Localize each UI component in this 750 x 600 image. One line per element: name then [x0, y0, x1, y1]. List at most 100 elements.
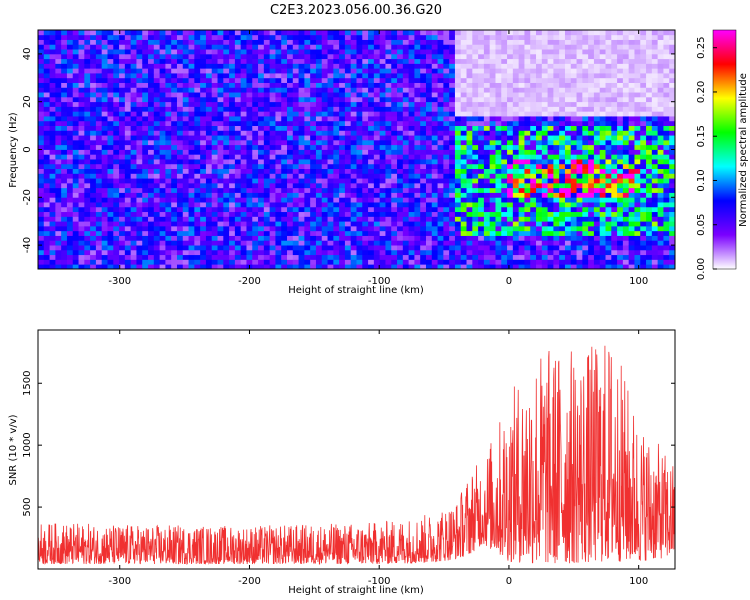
spectrogram-cell	[246, 39, 253, 45]
spectrogram-cell	[402, 135, 410, 141]
spectrogram-cell	[536, 197, 543, 203]
spectrogram-cell	[321, 120, 328, 126]
spectrogram-cell	[391, 77, 398, 83]
spectrogram-cell	[43, 225, 50, 232]
spectrogram-cell	[38, 82, 45, 88]
spectrogram-cell	[101, 87, 108, 93]
spectrogram-cell	[43, 144, 50, 150]
spectrogram-cell	[234, 154, 242, 160]
spectrogram-cell	[205, 221, 213, 227]
spectrogram-cell	[113, 182, 120, 189]
spectrogram-cell	[593, 192, 601, 198]
spectrogram-cell	[397, 230, 404, 236]
spectrogram-cell	[431, 125, 438, 131]
spectrogram-cell	[72, 206, 79, 213]
spectrogram-cell	[142, 154, 149, 160]
spectrogram-cell	[298, 216, 305, 222]
spectrogram-cell	[576, 92, 583, 98]
spectrogram-cell	[298, 225, 305, 232]
spectrogram-cell	[72, 53, 79, 60]
spectrogram-cell	[304, 101, 311, 107]
spectrogram-cell	[252, 39, 259, 45]
spectrogram-cell	[402, 211, 410, 217]
spectrogram-cell	[379, 44, 386, 50]
spectrogram-cell	[258, 187, 265, 193]
spectrogram-cell	[611, 245, 618, 251]
spectrogram-cell	[391, 254, 398, 260]
spectrogram-cell	[414, 163, 421, 170]
spectrogram-cell	[38, 211, 45, 217]
spectrogram-cell	[379, 58, 386, 64]
spectrogram-cell	[165, 135, 172, 141]
spectrogram-cell	[605, 259, 612, 265]
spectrogram-cell	[420, 149, 427, 155]
spectrogram-cell	[281, 264, 288, 269]
spectrogram-cell	[397, 264, 404, 269]
spectrogram-cell	[599, 211, 606, 217]
spectrogram-cell	[252, 82, 259, 88]
spectrogram-cell	[472, 159, 479, 165]
spectrogram-cell	[165, 77, 172, 83]
spectrogram-cell	[38, 254, 45, 260]
spectrogram-cell	[310, 68, 317, 74]
spectrogram-cell	[333, 149, 340, 155]
spectrogram-cell	[310, 245, 317, 251]
spectrogram-cell	[547, 187, 554, 193]
spectrogram-cell	[263, 216, 271, 222]
spectrogram-cell	[518, 92, 525, 98]
spectrogram-cell	[512, 202, 520, 208]
spectrogram-cell	[530, 182, 537, 189]
spectrogram-cell	[443, 30, 450, 36]
spectrogram-cell	[211, 58, 218, 64]
spectrogram-cell	[512, 192, 520, 198]
spectrogram-cell	[200, 73, 207, 79]
spectrogram-cell	[570, 192, 577, 198]
spectrogram-cell	[344, 240, 352, 246]
spectrogram-cell	[344, 264, 352, 269]
spectrogram-cell	[38, 182, 45, 189]
spectrogram-cell	[507, 216, 514, 222]
spectrogram-cell	[385, 44, 392, 50]
spectrogram-cell	[530, 68, 537, 74]
spectrogram-cell	[315, 111, 323, 117]
spectrogram-cell	[420, 254, 427, 260]
spectrogram-cell	[530, 221, 537, 227]
spectrogram-cell	[275, 168, 282, 174]
spectrogram-cell	[379, 216, 386, 222]
spectrogram-cell	[385, 87, 392, 93]
spectrogram-cell	[593, 235, 601, 241]
spectrogram-cell	[72, 259, 79, 265]
spectrogram-cell	[344, 245, 352, 251]
spectrogram-cell	[119, 144, 126, 150]
spectrogram-cell	[501, 240, 508, 246]
spectrogram-cell	[362, 206, 369, 213]
spectrogram-cell	[489, 206, 496, 213]
spectrogram-cell	[38, 125, 45, 131]
spectrogram-cell	[95, 135, 103, 141]
spectrogram-cell	[165, 87, 172, 93]
spectrogram-cell	[495, 225, 502, 232]
spectrogram-cell	[90, 192, 97, 198]
spectrogram-cell	[564, 96, 572, 103]
spectrogram-cell	[507, 197, 514, 203]
spectrogram-cell	[570, 82, 577, 88]
spectrogram-cell	[518, 230, 525, 236]
spectrogram-cell	[437, 168, 444, 174]
spectrogram-cell	[90, 163, 97, 170]
spectrogram-cell	[414, 230, 421, 236]
spectrogram-cell	[327, 206, 334, 213]
spectrogram-cell	[165, 34, 172, 40]
spectrogram-cell	[38, 259, 45, 265]
spectrogram-cell	[599, 92, 606, 98]
spectrogram-cell	[472, 96, 479, 103]
spectrogram-cell	[292, 192, 299, 198]
spectrogram-cell	[530, 254, 537, 260]
spectrogram-cell	[246, 225, 253, 232]
spectrogram-cell	[414, 92, 421, 98]
spectrogram-cell	[211, 173, 218, 179]
spectrogram-cell	[43, 87, 50, 93]
spectrogram-cell	[373, 68, 381, 74]
spectrogram-cell	[90, 216, 97, 222]
spectrogram-cell	[211, 130, 218, 136]
